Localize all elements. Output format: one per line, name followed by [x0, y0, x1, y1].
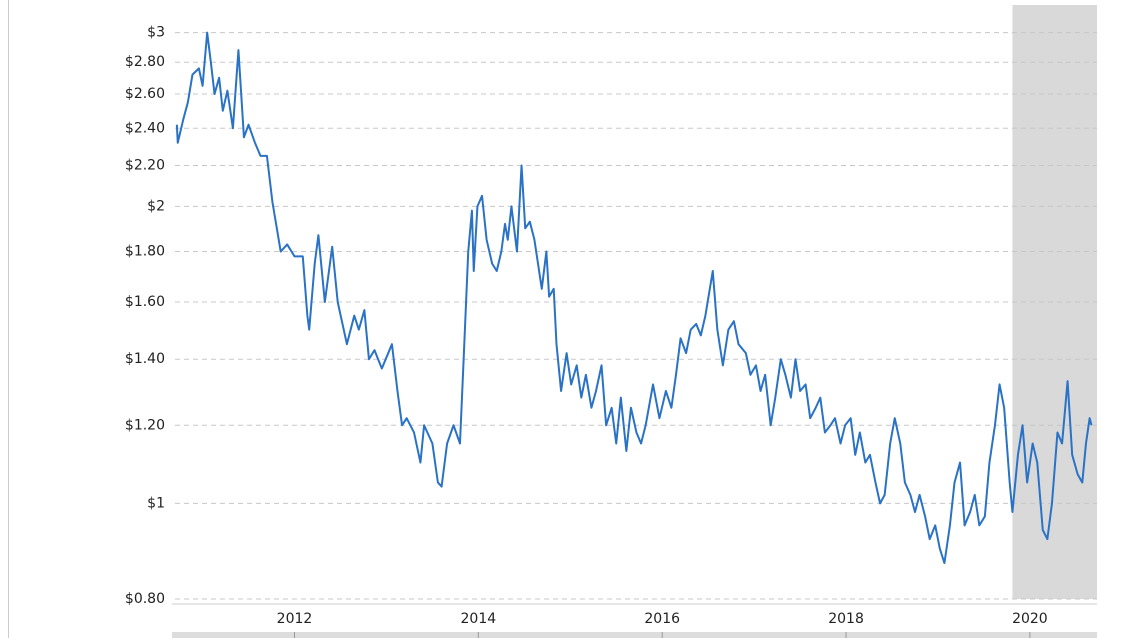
- y-tick-label: $1: [147, 495, 165, 511]
- y-tick-label: $1.80: [125, 244, 165, 260]
- navigator-strip: [172, 632, 1097, 638]
- y-tick-label: $0.80: [125, 591, 165, 607]
- y-tick-label: $1.20: [125, 417, 165, 433]
- x-tick-label: 2014: [461, 611, 497, 627]
- y-tick-label: $3: [147, 25, 165, 41]
- x-tick-label: 2018: [828, 611, 864, 627]
- y-tick-label: $1.40: [125, 351, 165, 367]
- y-tick-label: $2: [147, 198, 165, 214]
- y-tick-label: $2.40: [125, 120, 165, 136]
- x-tick-label: 2020: [1012, 611, 1048, 627]
- y-tick-label: $2.20: [125, 158, 165, 174]
- price-line: [175, 31, 1093, 565]
- y-tick-label: $2.80: [125, 54, 165, 70]
- shaded-region: [1012, 5, 1097, 599]
- y-tick-label: $1.60: [125, 294, 165, 310]
- y-tick-label: $2.60: [125, 86, 165, 102]
- x-tick-label: 2012: [277, 611, 313, 627]
- x-tick-label: 2016: [644, 611, 680, 627]
